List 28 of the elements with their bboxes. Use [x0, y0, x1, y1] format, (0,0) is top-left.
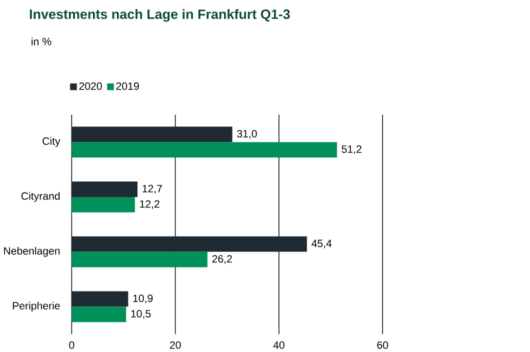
data-label: 12,2: [140, 200, 160, 209]
bar: [72, 291, 128, 307]
chart-title: Investments nach Lage in Frankfurt Q1-3: [30, 9, 290, 22]
legend-label: 2020: [79, 82, 102, 90]
bar: [72, 306, 126, 322]
data-label: 10,9: [133, 294, 153, 304]
data-label: 31,0: [237, 130, 257, 139]
x-tick-label: 40: [273, 341, 284, 349]
y-tick-label: Cityrand: [21, 192, 60, 202]
chart-subtitle: in %: [32, 38, 52, 46]
x-tick-label: 0: [69, 341, 74, 349]
y-tick-label: City: [42, 137, 60, 147]
bar: [72, 182, 138, 197]
data-label: 26,2: [212, 255, 232, 264]
data-label: 45,4: [312, 240, 332, 248]
bar: [72, 252, 208, 268]
bar: [72, 196, 135, 212]
bar: [72, 236, 307, 252]
y-tick-label: Nebenlagen: [4, 246, 60, 257]
bar: [72, 142, 337, 158]
data-label: 51,2: [342, 145, 362, 154]
legend-label: 2019: [116, 82, 139, 90]
data-label: 12,7: [142, 184, 162, 194]
data-label: 10,5: [131, 310, 151, 319]
y-tick-label: Peripherie: [12, 302, 60, 312]
x-tick-label: 60: [377, 341, 388, 349]
bar: [72, 126, 232, 142]
x-tick-label: 20: [170, 341, 181, 349]
